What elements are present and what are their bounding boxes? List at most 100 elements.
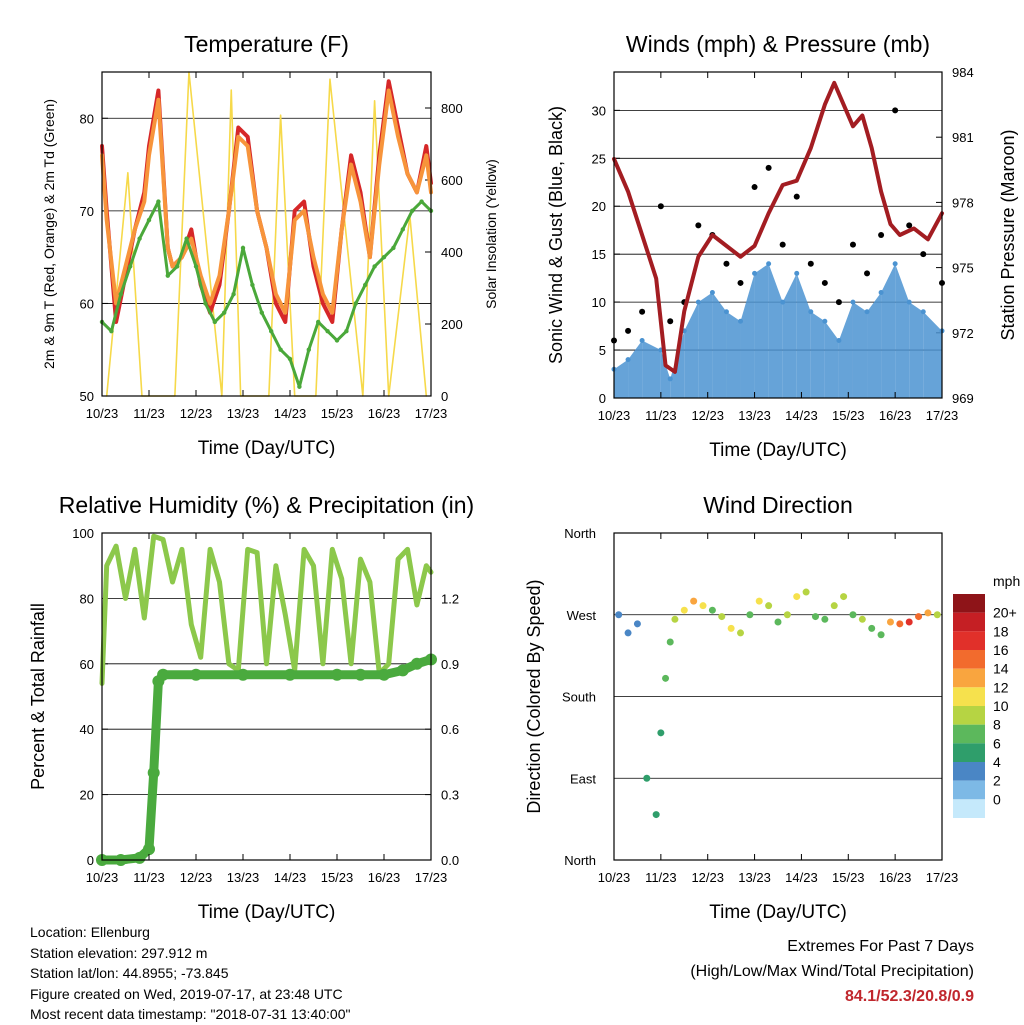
point-dewpoint xyxy=(363,282,368,288)
point-dewpoint xyxy=(231,291,236,297)
point-sonic-wind xyxy=(709,290,715,296)
wind-band xyxy=(824,321,839,398)
point-sonic-wind xyxy=(850,299,856,305)
point-gust xyxy=(657,203,664,210)
point-dewpoint xyxy=(175,264,180,269)
chart-title: Winds (mph) & Pressure (mb) xyxy=(626,31,930,57)
wind-band xyxy=(768,263,783,398)
plot-frame xyxy=(613,71,943,399)
point-dewpoint xyxy=(344,329,349,334)
y-right-tick-label: 975 xyxy=(952,261,974,276)
x-tick-label: 17/23 xyxy=(926,408,959,423)
colorbar-label: 10 xyxy=(993,698,1009,714)
point-gust xyxy=(849,241,856,248)
wind-band xyxy=(881,263,896,398)
point-dewpoint xyxy=(400,227,405,232)
extremes-line1: Extremes For Past 7 Days xyxy=(787,938,974,955)
point-gust xyxy=(667,318,674,325)
wind-band xyxy=(754,263,769,398)
y-right-tick-label: 0.9 xyxy=(441,657,459,672)
point-gust xyxy=(864,270,871,277)
x-tick-label: 11/23 xyxy=(133,406,165,421)
colorbar-swatch xyxy=(953,594,985,613)
point-sonic-wind xyxy=(920,309,926,315)
point-sonic-wind xyxy=(738,318,744,324)
point-rainfall xyxy=(331,668,343,681)
point-direction xyxy=(615,611,623,619)
y-tick-label: 20 xyxy=(592,199,606,214)
colorbar-label: 18 xyxy=(993,623,1009,639)
point-direction xyxy=(933,611,941,619)
point-direction xyxy=(868,624,876,632)
point-direction xyxy=(708,606,716,614)
station-latlon: Station lat/lon: 44.8955; -73.845 xyxy=(30,965,229,981)
y-tick-label: 0 xyxy=(87,853,94,868)
point-direction xyxy=(793,593,801,601)
colorbar-label: 0 xyxy=(993,791,1001,807)
point-sonic-wind xyxy=(906,299,912,305)
point-direction xyxy=(671,615,679,623)
chart-title: Temperature (F) xyxy=(184,31,349,57)
y-tick-label: 25 xyxy=(592,151,606,166)
x-axis-label: Time (Day/UTC) xyxy=(198,902,336,923)
series-9m-t xyxy=(100,88,433,315)
point-dewpoint xyxy=(334,338,340,343)
x-tick-label: 16/23 xyxy=(879,408,912,423)
y-right-tick-label: 0.3 xyxy=(441,788,459,803)
point-sonic-wind xyxy=(822,318,828,324)
y-right-tick-label: 0.6 xyxy=(441,722,459,737)
point-gust xyxy=(878,232,885,238)
station-info: Location: Ellenburg Station elevation: 2… xyxy=(30,922,350,1025)
point-sonic-wind xyxy=(794,270,800,276)
point-direction xyxy=(652,811,660,819)
extremes-block: Extremes For Past 7 Days (High/Low/Max W… xyxy=(690,934,974,1010)
point-dewpoint xyxy=(146,217,152,223)
y-tick-label: 15 xyxy=(592,247,606,262)
wind-band xyxy=(740,273,755,398)
wind-band xyxy=(782,273,797,398)
x-tick-label: 12/23 xyxy=(180,870,213,885)
y-right-tick-label: 972 xyxy=(952,326,974,341)
point-dewpoint xyxy=(165,273,170,278)
y-right-tick-label: 800 xyxy=(441,101,463,116)
point-gust xyxy=(835,299,842,306)
point-rainfall xyxy=(133,851,146,864)
point-dewpoint xyxy=(287,356,293,362)
x-tick-label: 13/23 xyxy=(227,406,260,421)
point-gust xyxy=(625,327,632,334)
point-direction xyxy=(666,638,674,646)
point-dewpoint xyxy=(193,264,199,269)
point-direction xyxy=(811,613,819,621)
point-rainfall xyxy=(284,668,296,681)
point-gust xyxy=(751,184,758,191)
point-sonic-wind xyxy=(695,299,701,305)
point-gust xyxy=(793,193,800,200)
point-dewpoint xyxy=(381,254,387,260)
series-2m-t xyxy=(100,79,433,324)
y-right-tick-label: 981 xyxy=(952,130,974,145)
wind-band xyxy=(796,273,811,398)
point-dewpoint xyxy=(240,245,246,251)
point-sonic-wind xyxy=(780,299,786,305)
y-tick-label: 70 xyxy=(80,204,94,219)
x-tick-label: 15/23 xyxy=(832,408,865,423)
x-tick-label: 16/23 xyxy=(368,870,401,885)
y-axis-label: Direction (Colored By Speed) xyxy=(524,579,544,813)
y-tick-label: North xyxy=(564,526,596,541)
wind-band xyxy=(684,302,699,398)
point-dewpoint xyxy=(278,347,283,352)
colorbar-label: 6 xyxy=(993,735,1001,751)
y-tick-label: 0 xyxy=(599,391,606,406)
y-right-tick-label: 1.2 xyxy=(441,591,459,606)
x-axis-label: Time (Day/UTC) xyxy=(198,438,336,459)
colorbar-label: 8 xyxy=(993,717,1001,733)
y-right-tick-label: 200 xyxy=(441,317,463,332)
point-rainfall xyxy=(157,668,170,681)
point-direction xyxy=(886,618,894,626)
wind-band xyxy=(614,359,629,398)
colorbar-swatch xyxy=(953,706,985,725)
point-direction xyxy=(802,588,810,596)
point-dewpoint xyxy=(419,199,424,204)
colorbar-label: 16 xyxy=(993,642,1009,658)
